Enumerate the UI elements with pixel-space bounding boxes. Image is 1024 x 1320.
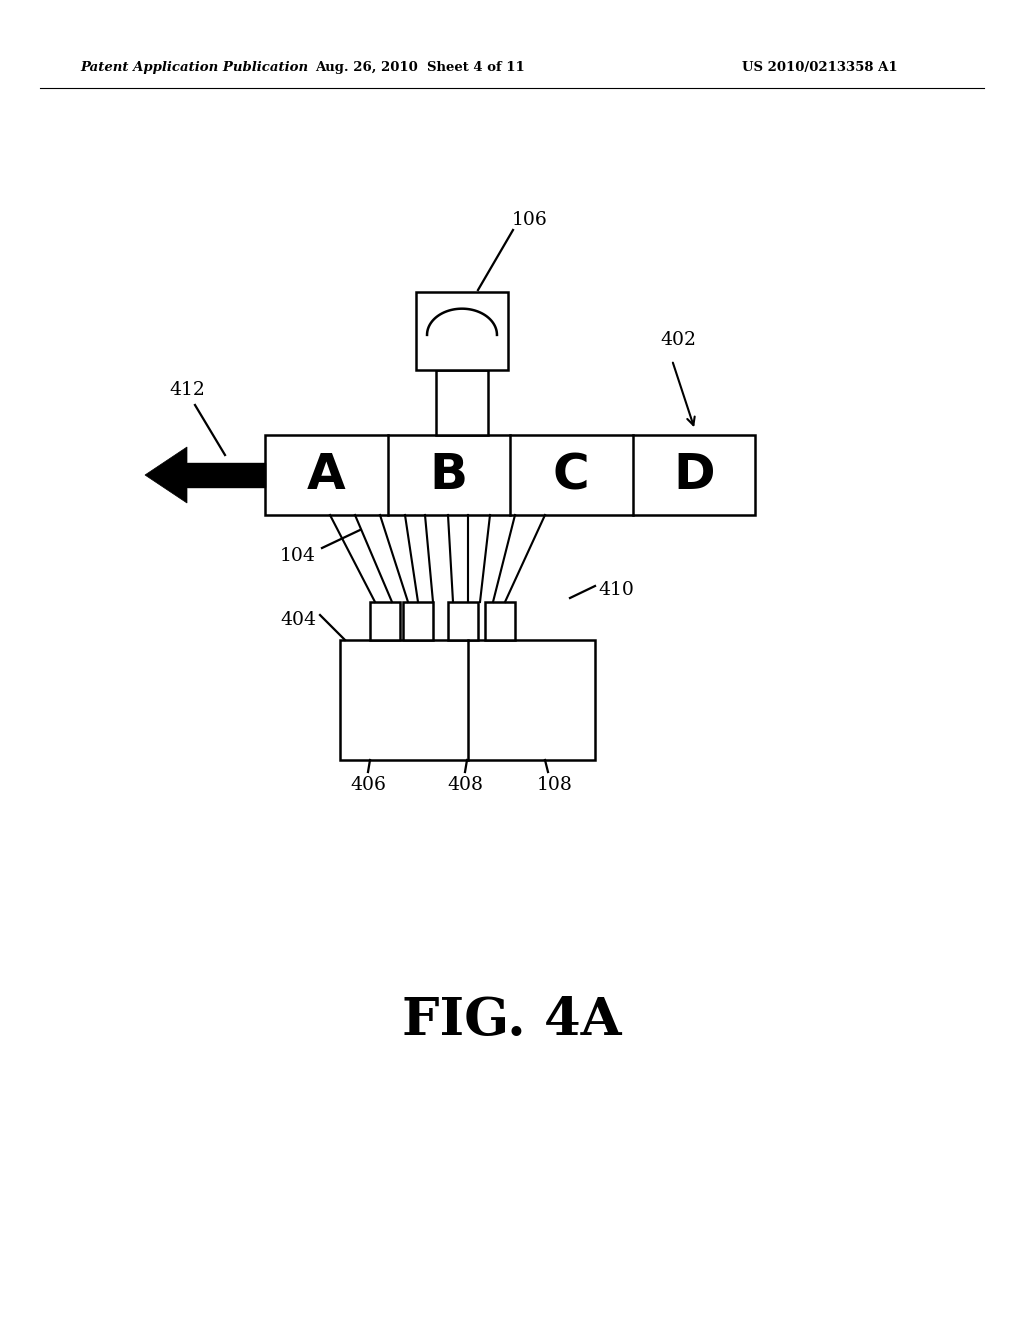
- Bar: [340, 640, 595, 760]
- Text: 410: 410: [598, 581, 634, 599]
- Text: FIG. 4A: FIG. 4A: [402, 994, 622, 1045]
- Bar: [403, 602, 433, 640]
- Polygon shape: [145, 447, 187, 503]
- Text: US 2010/0213358 A1: US 2010/0213358 A1: [742, 62, 898, 74]
- Text: Patent Application Publication: Patent Application Publication: [80, 62, 308, 74]
- Text: 404: 404: [280, 611, 316, 630]
- Bar: [436, 370, 488, 436]
- Bar: [449, 602, 478, 640]
- Bar: [370, 602, 400, 640]
- Text: 108: 108: [537, 776, 573, 795]
- Text: C: C: [553, 451, 590, 499]
- Bar: [265, 436, 755, 515]
- Text: 412: 412: [169, 381, 205, 399]
- Text: 104: 104: [280, 546, 316, 565]
- Bar: [485, 602, 515, 640]
- Text: A: A: [307, 451, 346, 499]
- Text: 408: 408: [447, 776, 483, 795]
- Text: 402: 402: [660, 331, 696, 348]
- Text: D: D: [673, 451, 715, 499]
- Bar: [416, 292, 508, 370]
- Text: 406: 406: [350, 776, 386, 795]
- Text: 106: 106: [512, 211, 548, 228]
- Text: Aug. 26, 2010  Sheet 4 of 11: Aug. 26, 2010 Sheet 4 of 11: [315, 62, 525, 74]
- Text: B: B: [430, 451, 468, 499]
